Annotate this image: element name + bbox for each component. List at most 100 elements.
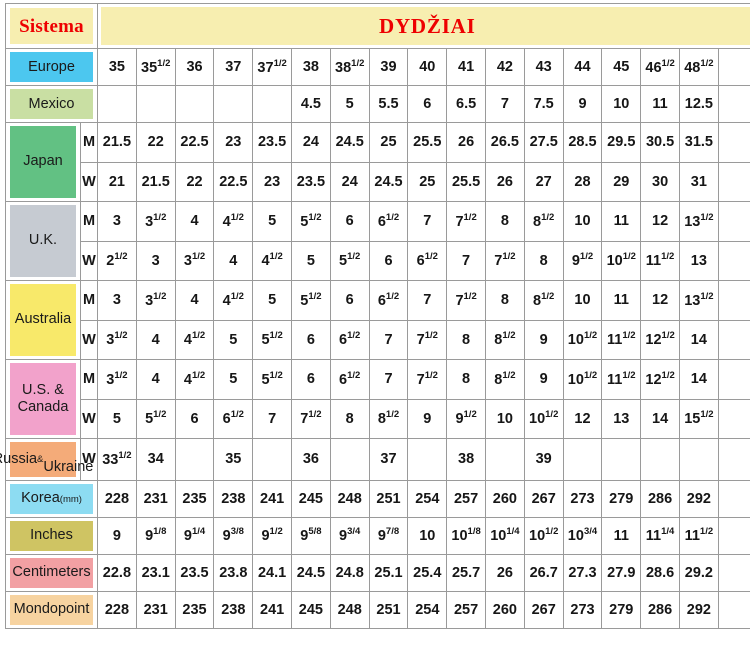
fraction: 1/2 — [541, 291, 554, 302]
cell-value: 81/2 — [533, 214, 554, 230]
cell-value: 5 — [229, 332, 237, 348]
data-cell: 27.3 — [563, 554, 602, 591]
data-cell: 273 — [563, 591, 602, 628]
fraction: 1/2 — [662, 331, 675, 342]
korea-unit: (mm) — [60, 495, 82, 505]
data-cell: 91/4 — [175, 517, 214, 554]
cell-value: 31.5 — [685, 134, 713, 150]
data-cell: 9 — [524, 320, 563, 360]
data-cell: 11 — [641, 86, 680, 123]
cell-value: 26 — [458, 134, 474, 150]
fraction: 1/2 — [351, 58, 364, 69]
cell-value: 292 — [687, 602, 711, 618]
fraction: 1/2 — [580, 252, 593, 263]
data-cell: 121/2 — [641, 360, 680, 400]
fraction: 3/4 — [347, 527, 360, 538]
cell-value: 13 — [691, 253, 707, 269]
data-cell: 12 — [563, 399, 602, 439]
cell-value: 12.5 — [685, 96, 713, 112]
data-cell: 7 — [369, 320, 408, 360]
fraction: 1/2 — [425, 370, 438, 381]
fraction: 1/2 — [308, 291, 321, 302]
data-cell: 10 — [563, 202, 602, 242]
data-cell: 21/2 — [98, 241, 137, 281]
data-cell: 4 — [136, 320, 175, 360]
fraction: 3/8 — [231, 527, 244, 538]
data-cell: 7 — [253, 399, 292, 439]
data-cell — [718, 320, 750, 360]
data-cell — [408, 439, 447, 481]
fraction: 1/4 — [661, 527, 674, 538]
fraction: 1/2 — [545, 527, 558, 538]
fraction: 1/2 — [662, 58, 675, 69]
cell-value: 40 — [419, 59, 435, 75]
data-cell: 4 — [136, 360, 175, 400]
fraction: 1/2 — [114, 331, 127, 342]
fraction: 1/2 — [700, 212, 713, 223]
data-cell: 260 — [485, 591, 524, 628]
cell-value: 37 — [225, 59, 241, 75]
fraction: 1/2 — [584, 331, 597, 342]
cell-value: 95/8 — [300, 528, 321, 544]
cell-value: 286 — [648, 491, 672, 507]
cell-value: 39 — [536, 451, 552, 467]
cell-value: 21.5 — [103, 134, 131, 150]
cell-value: 21/2 — [106, 253, 127, 269]
data-cell: 228 — [98, 591, 137, 628]
data-cell: 22.5 — [175, 123, 214, 163]
cell-value: 22.5 — [219, 174, 247, 190]
fraction: 1/2 — [347, 370, 360, 381]
data-cell: 231 — [136, 480, 175, 517]
data-cell: 251 — [369, 591, 408, 628]
data-cell: 3 — [136, 241, 175, 281]
cell-value: 273 — [570, 491, 594, 507]
cell-value: 71/2 — [455, 293, 476, 309]
cell-value: 28.6 — [646, 565, 674, 581]
cell-value: 23.5 — [258, 134, 286, 150]
data-cell: 351/2 — [136, 49, 175, 86]
row-label-text: Mondopoint — [10, 595, 93, 625]
data-cell: 238 — [214, 480, 253, 517]
fraction: 1/4 — [192, 527, 205, 538]
data-cell: 279 — [602, 480, 641, 517]
cell-value: 31/2 — [145, 214, 166, 230]
data-cell: 235 — [175, 480, 214, 517]
data-cell: 91/2 — [447, 399, 486, 439]
data-cell: 292 — [679, 591, 718, 628]
data-cell: 23.5 — [253, 123, 292, 163]
data-cell: 37 — [214, 49, 253, 86]
cell-value: 7.5 — [534, 96, 554, 112]
cell-value: 21.5 — [142, 174, 170, 190]
cell-value: 24.1 — [258, 565, 286, 581]
cell-value: 101/2 — [529, 528, 558, 544]
cell-value: 29 — [613, 174, 629, 190]
data-cell: 61/2 — [330, 360, 369, 400]
cell-value: 23.5 — [297, 174, 325, 190]
cell-value: 121/2 — [645, 332, 674, 348]
cell-value: 103/4 — [568, 528, 597, 544]
cell-value: 6 — [346, 213, 354, 229]
fraction: 1/2 — [231, 212, 244, 223]
data-cell: 41/2 — [214, 202, 253, 242]
data-cell: 121/2 — [641, 320, 680, 360]
cell-value: 93/4 — [339, 528, 360, 544]
cell-value: 461/2 — [645, 60, 674, 76]
cell-value: 25 — [419, 174, 435, 190]
cell-value: 81/2 — [378, 411, 399, 427]
cell-value: 131/2 — [684, 214, 713, 230]
cell-value: 24.5 — [297, 565, 325, 581]
data-cell: 81/2 — [369, 399, 408, 439]
cell-value: 35 — [225, 451, 241, 467]
data-cell: 257 — [447, 591, 486, 628]
data-cell: 43 — [524, 49, 563, 86]
fraction: 1/2 — [662, 370, 675, 381]
data-cell: 26.5 — [485, 123, 524, 163]
cell-value: 292 — [687, 491, 711, 507]
cell-value: 31/2 — [106, 372, 127, 388]
data-cell: 101/2 — [602, 241, 641, 281]
data-cell: 24 — [292, 123, 331, 163]
data-cell: 95/8 — [292, 517, 331, 554]
data-cell: 5.5 — [369, 86, 408, 123]
